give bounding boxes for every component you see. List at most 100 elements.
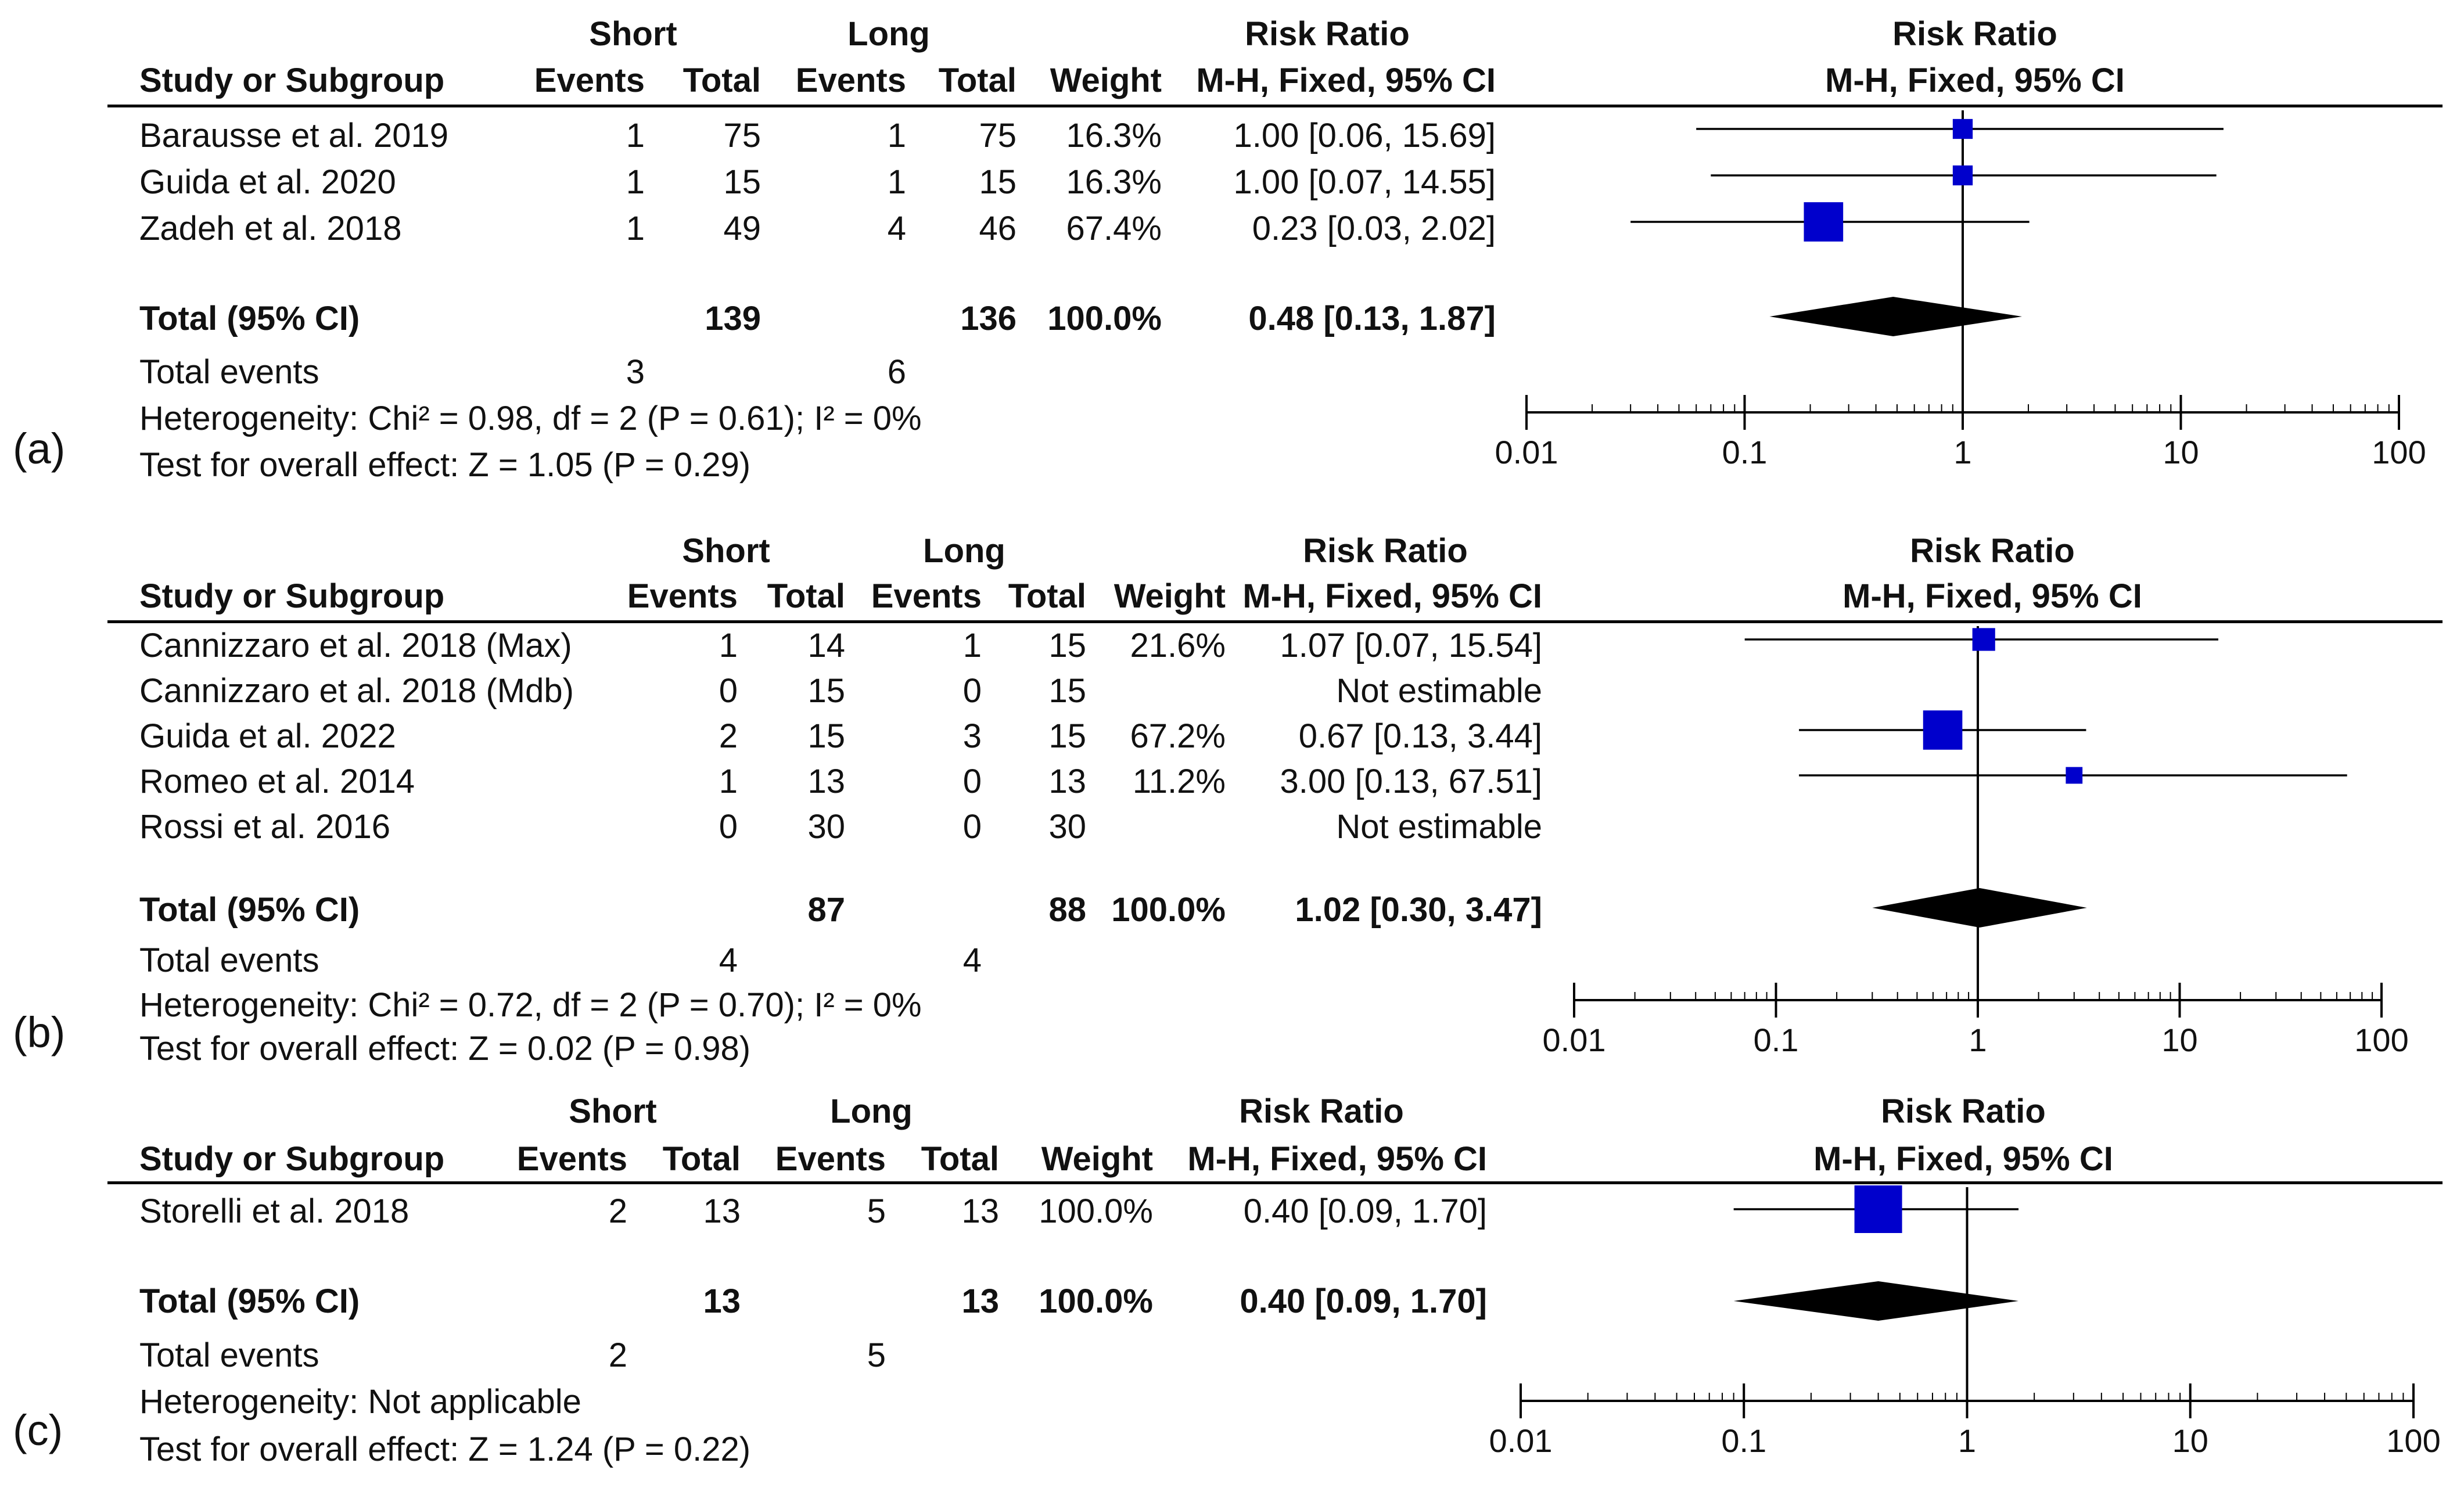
total-events1: 4 — [719, 941, 738, 979]
effect-square — [1972, 628, 1995, 651]
x-tick-label: 100 — [2354, 1022, 2408, 1058]
total-ci: 1.02 [0.30, 3.47] — [1295, 891, 1542, 929]
events2-value: 1 — [962, 627, 982, 664]
events1-value: 1 — [719, 627, 738, 664]
total1-value: 30 — [807, 808, 845, 846]
x-tick-label: 0.1 — [1754, 1022, 1799, 1058]
x-tick-label: 0.1 — [1721, 1422, 1766, 1459]
total-label: Total (95% CI) — [139, 300, 360, 337]
events2-value: 1 — [887, 117, 906, 154]
total-label: Total (95% CI) — [139, 1282, 360, 1320]
x-tick-label: 0.01 — [1489, 1422, 1553, 1459]
x-tick-label: 0.01 — [1495, 434, 1558, 470]
effect-square — [1854, 1185, 1902, 1233]
x-tick-label: 1 — [1953, 434, 1971, 470]
events2-header: Events — [795, 62, 906, 99]
effect-square — [1923, 710, 1963, 750]
total1-value: 15 — [807, 672, 845, 710]
weight-value: 21.6% — [1130, 627, 1226, 664]
total-weight: 100.0% — [1047, 300, 1162, 337]
pooled-diamond — [1769, 297, 2023, 336]
events1-value: 0 — [719, 808, 738, 846]
events2-value: 3 — [962, 717, 982, 755]
total-events1: 2 — [608, 1336, 627, 1374]
group1-header: Short — [589, 15, 677, 53]
total-events-label: Total events — [139, 941, 319, 979]
overall-effect-text: Test for overall effect: Z = 1.05 (P = 0… — [139, 446, 751, 484]
forest-plot: 0.01 0.1 1 10 100 — [1495, 110, 2426, 470]
panel-label: (a) — [13, 425, 66, 473]
total1-value: 49 — [723, 210, 761, 247]
heterogeneity-text: Heterogeneity: Chi² = 0.98, df = 2 (P = … — [139, 400, 922, 437]
total1-value: 13 — [807, 763, 845, 800]
pooled-diamond — [1733, 1281, 2019, 1321]
total-label: Total (95% CI) — [139, 891, 360, 929]
study-name: Guida et al. 2020 — [139, 163, 396, 201]
events1-value: 1 — [626, 163, 645, 201]
events1-value: 2 — [719, 717, 738, 755]
x-tick-label: 0.1 — [1722, 434, 1768, 470]
total1-header: Total — [662, 1140, 741, 1178]
rr-column-title: Risk Ratio — [1303, 532, 1468, 570]
panel-label: (c) — [13, 1406, 63, 1454]
effect-square — [1952, 165, 1973, 186]
total2-header: Total — [1008, 577, 1086, 615]
events2-value: 1 — [887, 163, 906, 201]
ci-value: 0.40 [0.09, 1.70] — [1243, 1192, 1487, 1230]
rr-method-header: M-H, Fixed, 95% CI — [1196, 62, 1496, 99]
events1-value: 1 — [719, 763, 738, 800]
forest-panel-b: Short Long Risk Ratio Risk Ratio Study o… — [0, 511, 2464, 1066]
forest-plot: 0.01 0.1 1 10 100 — [1489, 1185, 2441, 1459]
study-name: Storelli et al. 2018 — [139, 1192, 410, 1230]
weight-value: 16.3% — [1066, 163, 1162, 201]
ci-value: 1.00 [0.06, 15.69] — [1233, 117, 1496, 154]
x-tick-label: 100 — [2386, 1422, 2440, 1459]
events1-header: Events — [534, 62, 645, 99]
pooled-diamond — [1872, 888, 2087, 928]
x-tick-label: 100 — [2372, 434, 2426, 470]
rr-column-title: Risk Ratio — [1245, 15, 1410, 53]
study-name: Rossi et al. 2016 — [139, 808, 391, 846]
effect-square — [1804, 202, 1844, 242]
total-ci: 0.48 [0.13, 1.87] — [1248, 300, 1496, 337]
forest-plot: 0.01 0.1 1 10 100 — [1543, 626, 2409, 1058]
study-name: Cannizzaro et al. 2018 (Max) — [139, 627, 572, 664]
total2-header: Total — [921, 1140, 999, 1178]
header-rule — [107, 620, 2443, 623]
total-events1: 3 — [626, 353, 645, 391]
total1-value: 15 — [807, 717, 845, 755]
group2-header: Long — [923, 532, 1005, 570]
plot-title: Risk Ratio — [1910, 532, 2075, 570]
total-events2: 6 — [887, 353, 906, 391]
rr-method-header: M-H, Fixed, 95% CI — [1242, 577, 1542, 615]
plot-method-header: M-H, Fixed, 95% CI — [1825, 62, 2125, 99]
events2-value: 5 — [867, 1192, 886, 1230]
total-events-label: Total events — [139, 353, 319, 391]
plot-method-header: M-H, Fixed, 95% CI — [1813, 1140, 2113, 1178]
total-events-label: Total events — [139, 1336, 319, 1374]
total2-value: 13 — [961, 1192, 999, 1230]
total1-value: 14 — [807, 627, 845, 664]
ci-value: 1.00 [0.07, 14.55] — [1233, 163, 1496, 201]
study-name: Zadeh et al. 2018 — [139, 210, 402, 247]
study-name: Barausse et al. 2019 — [139, 117, 449, 154]
total1-value: 13 — [703, 1282, 741, 1320]
plot-title: Risk Ratio — [1881, 1092, 2046, 1130]
x-tick-label: 1 — [1958, 1422, 1976, 1459]
events1-header: Events — [627, 577, 738, 615]
events2-value: 0 — [962, 763, 982, 800]
overall-effect-text: Test for overall effect: Z = 1.24 (P = 0… — [139, 1431, 751, 1468]
total2-value: 46 — [979, 210, 1017, 247]
weight-value: 100.0% — [1039, 1192, 1153, 1230]
weight-header: Weight — [1114, 577, 1226, 615]
total1-value: 13 — [703, 1192, 741, 1230]
total1-header: Total — [683, 62, 761, 99]
total2-value: 15 — [1048, 717, 1086, 755]
events2-header: Events — [775, 1140, 886, 1178]
events2-header: Events — [871, 577, 982, 615]
study-column-header: Study or Subgroup — [139, 1140, 445, 1178]
group2-header: Long — [830, 1092, 913, 1130]
plot-title: Risk Ratio — [1892, 15, 2057, 53]
total2-value: 15 — [979, 163, 1017, 201]
total1-value: 139 — [705, 300, 761, 337]
